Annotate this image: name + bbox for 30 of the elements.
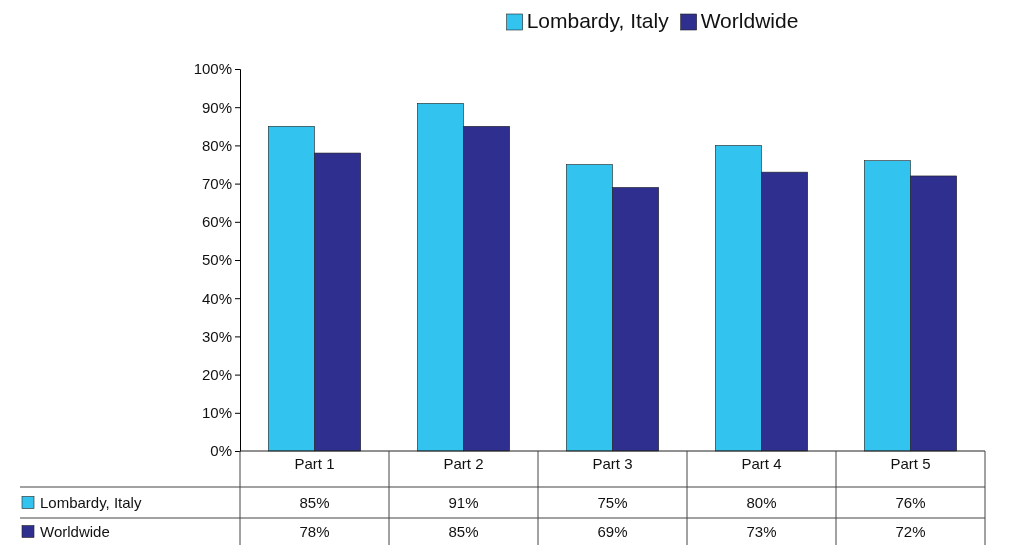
y-tick-label: 60%	[201, 213, 232, 231]
data-label: 91%	[448, 493, 479, 511]
data-label: 76%	[895, 493, 926, 511]
data-label: 69%	[597, 522, 628, 540]
data-label: 73%	[746, 522, 777, 540]
y-tick-label: 30%	[201, 327, 232, 345]
y-tick-label: 40%	[201, 289, 232, 307]
data-label: 85%	[448, 522, 479, 540]
data-label: 75%	[597, 493, 628, 511]
y-tick-label: 100%	[193, 60, 232, 78]
y-tick-label: 80%	[201, 136, 232, 154]
y-tick-label: 90%	[201, 98, 232, 116]
y-tick-label: 20%	[201, 365, 232, 383]
y-tick-label: 50%	[201, 251, 232, 269]
x-tick-label: Part 3	[592, 454, 633, 472]
legend-label: Lombardy, Italy	[526, 9, 670, 32]
data-label: 80%	[746, 493, 777, 511]
y-tick-label: 0%	[210, 442, 232, 460]
data-label: 72%	[895, 522, 926, 540]
legend-label: Worldwide	[700, 9, 799, 32]
text: Worldwide	[40, 522, 110, 540]
y-tick-label: 70%	[201, 174, 232, 192]
data-label: 85%	[299, 493, 330, 511]
y-tick-label: 10%	[201, 404, 232, 422]
x-tick-label: Part 2	[443, 454, 484, 472]
x-tick-label: Part 5	[890, 454, 931, 472]
x-tick-label: Part 1	[294, 454, 335, 472]
text: Lombardy, Italy	[40, 493, 142, 511]
data-label: 78%	[299, 522, 330, 540]
x-tick-label: Part 4	[741, 454, 782, 472]
